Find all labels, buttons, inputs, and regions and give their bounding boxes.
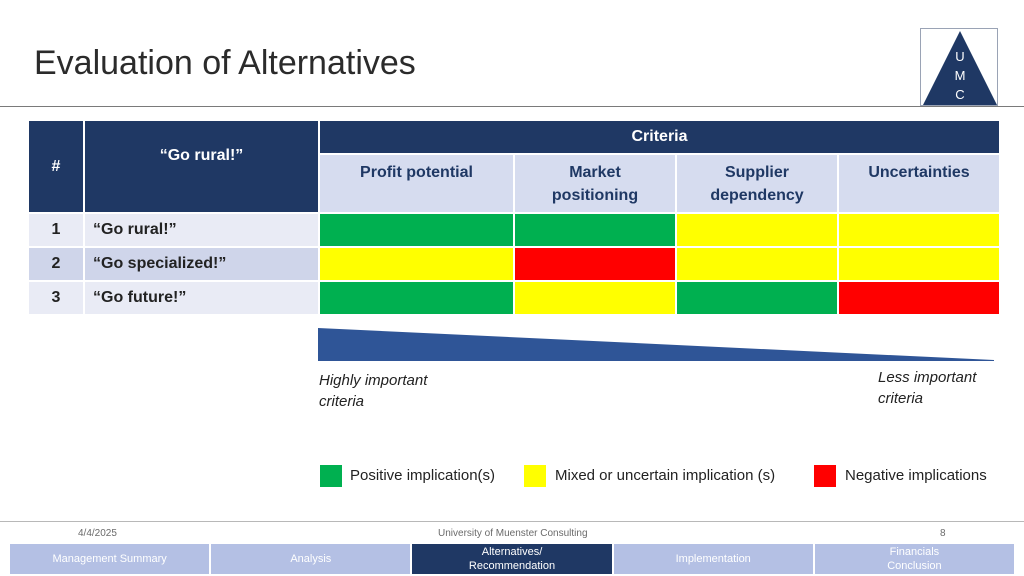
criterion-profit-potential: Profit potential: [318, 153, 515, 214]
row-number: 1: [27, 212, 85, 248]
row-number: 3: [27, 280, 85, 316]
criterion-uncertainties: Uncertainties: [837, 153, 1001, 214]
logo-letter: M: [954, 68, 966, 83]
criterion-supplier-dependency: Supplier dependency: [675, 153, 839, 214]
rating-cell: [513, 246, 677, 282]
rating-cell: [837, 212, 1001, 248]
page-number: 8: [940, 528, 946, 539]
hash-header: #: [27, 119, 85, 214]
alternative-name: “Go rural!”: [83, 212, 320, 248]
legend-swatch-negative: [814, 465, 836, 487]
nav-tab-analysis[interactable]: Analysis: [211, 544, 411, 574]
table-row: 3 “Go future!”: [27, 280, 1001, 316]
footer-organization: University of Muenster Consulting: [438, 528, 588, 539]
rating-cell: [675, 246, 839, 282]
highly-important-label: Highly important criteria: [319, 372, 428, 410]
rating-cell: [318, 280, 515, 316]
nav-tab-alternatives-recommendation[interactable]: Alternatives/ Recommendation: [412, 544, 612, 574]
legend-label-positive: Positive implication(s): [350, 467, 496, 484]
rating-cell: [837, 280, 1001, 316]
legend-label-mixed: Mixed or uncertain implication (s): [555, 467, 776, 484]
footer-divider: [0, 521, 1024, 522]
rating-cell: [318, 212, 515, 248]
rating-cell: [675, 212, 839, 248]
nav-tab-implementation[interactable]: Implementation: [613, 544, 813, 574]
logo-letter: C: [955, 87, 965, 102]
section-navigation: Management Summary Analysis Alternatives…: [10, 544, 1015, 574]
logo-letters: U M C: [921, 47, 999, 104]
legend-swatch-mixed: [524, 465, 546, 487]
alternative-name: “Go specialized!”: [83, 246, 320, 282]
table-row: 1 “Go rural!”: [27, 212, 1001, 248]
rating-cell: [513, 280, 677, 316]
footer-date: 4/4/2025: [78, 528, 117, 539]
legend-swatch-positive: [320, 465, 342, 487]
nav-tab-management-summary[interactable]: Management Summary: [10, 544, 210, 574]
legend-label-negative: Negative implications: [845, 467, 987, 484]
table-row: 2 “Go specialized!”: [27, 246, 1001, 282]
criterion-market-positioning: Market positioning: [513, 153, 677, 214]
slide-title: Evaluation of Alternatives: [34, 44, 416, 82]
less-important-label: Less important criteria: [878, 369, 977, 407]
rating-cell: [837, 246, 1001, 282]
rating-cell: [513, 212, 677, 248]
criteria-header: Criteria: [318, 119, 1001, 155]
logo-triangle-icon: [923, 31, 997, 105]
umc-logo: U M C: [920, 28, 998, 106]
alternative-name: “Go future!”: [83, 280, 320, 316]
rating-cell: [675, 280, 839, 316]
row-number: 2: [27, 246, 85, 282]
alternative-header: “Go rural!”: [83, 119, 320, 214]
evaluation-table: # “Go rural!” Criteria Profit potential …: [27, 119, 1001, 316]
logo-letter: U: [955, 49, 965, 64]
importance-wedge: [318, 328, 994, 361]
title-divider: [0, 106, 1024, 107]
nav-tab-financials-conclusion[interactable]: Financials Conclusion: [814, 544, 1015, 574]
rating-cell: [318, 246, 515, 282]
